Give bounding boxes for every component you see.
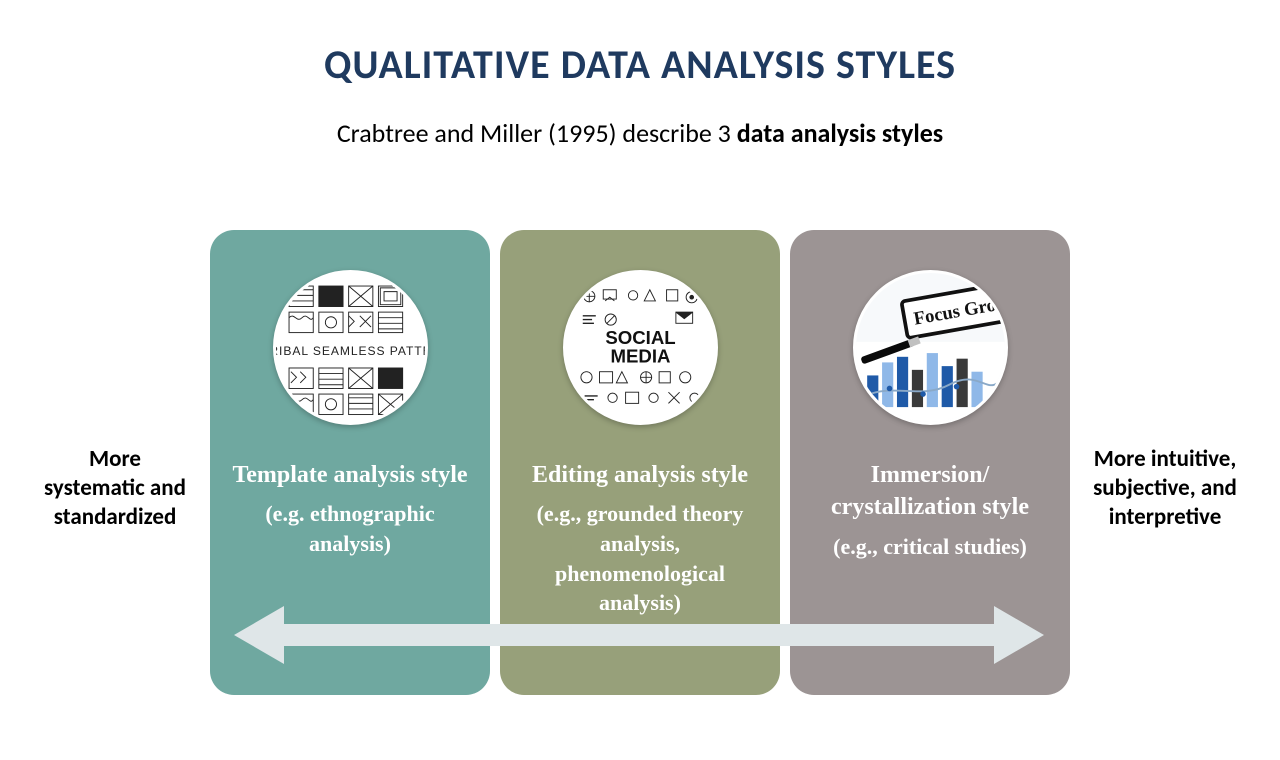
card-subtitle: (e.g., critical studies) — [833, 532, 1027, 562]
subtitle-bold: data analysis styles — [737, 117, 943, 149]
patterns-icon: RIBAL SEAMLESS PATTE — [273, 270, 428, 425]
spectrum-arrow-icon — [234, 606, 1044, 664]
patterns-icon-text: RIBAL SEAMLESS PATTE — [276, 344, 425, 358]
social-icon-text-bottom: MEDIA — [610, 345, 670, 366]
card-title: Immersion/ crystallization style — [808, 459, 1052, 524]
social-media-icon: SOCIAL MEDIA — [563, 270, 718, 425]
diagram-stage: More systematic and standardized More in… — [0, 230, 1280, 700]
page-title: QUALITATIVE DATA ANALYSIS STYLES — [0, 40, 1280, 89]
card-subtitle: (e.g. ethnographic analysis) — [228, 499, 472, 558]
right-spectrum-label: More intuitive, subjective, and interpre… — [1090, 445, 1240, 531]
subtitle: Crabtree and Miller (1995) describe 3 da… — [0, 117, 1280, 149]
card-title: Editing analysis style — [532, 459, 748, 491]
card-title: Template analysis style — [232, 459, 467, 491]
focus-group-icon: Focus Grou — [853, 270, 1008, 425]
left-spectrum-label: More systematic and standardized — [40, 445, 190, 531]
subtitle-plain: Crabtree and Miller (1995) describe 3 — [337, 117, 737, 149]
card-subtitle: (e.g., grounded theory analysis, phenome… — [518, 499, 762, 618]
